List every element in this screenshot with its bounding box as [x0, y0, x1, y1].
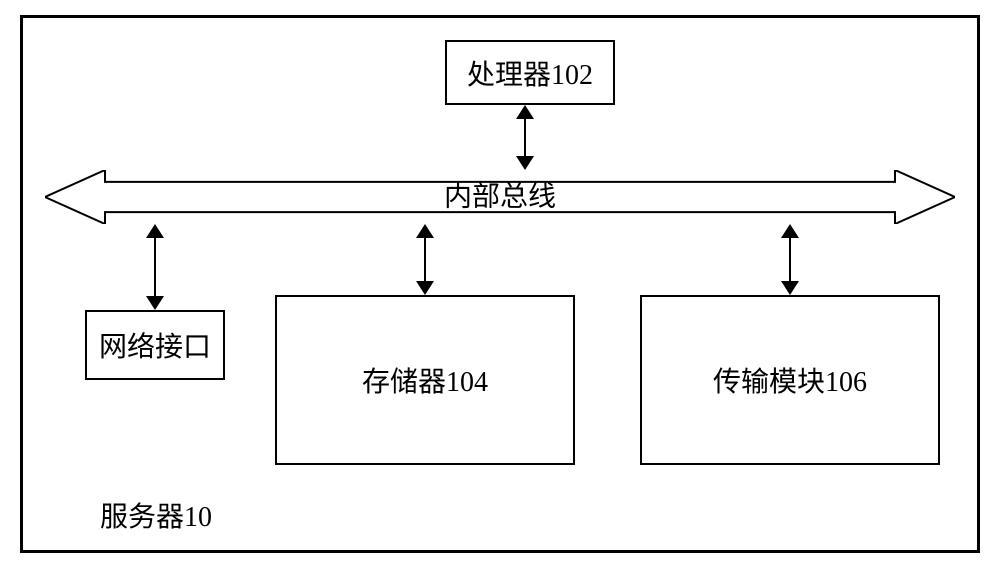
transmission-label: 传输模块106 — [713, 360, 867, 400]
transmission-box: 传输模块106 — [640, 295, 940, 465]
server-label: 服务器10 — [100, 495, 212, 535]
bus-arrow: 内部总线 — [45, 170, 955, 224]
network-interface-box: 网络接口 — [85, 310, 225, 380]
processor-label: 处理器102 — [467, 53, 593, 93]
svg-text:内部总线: 内部总线 — [444, 181, 556, 213]
arrow-net-bus — [144, 224, 166, 310]
network-interface-label: 网络接口 — [99, 325, 211, 365]
server-label-text: 服务器10 — [100, 502, 212, 533]
processor-box: 处理器102 — [445, 40, 615, 105]
memory-label: 存储器104 — [362, 360, 488, 400]
arrow-trans-bus — [779, 224, 801, 295]
arrow-mem-bus — [414, 224, 436, 295]
memory-box: 存储器104 — [275, 295, 575, 465]
arrow-proc-bus — [514, 105, 536, 170]
